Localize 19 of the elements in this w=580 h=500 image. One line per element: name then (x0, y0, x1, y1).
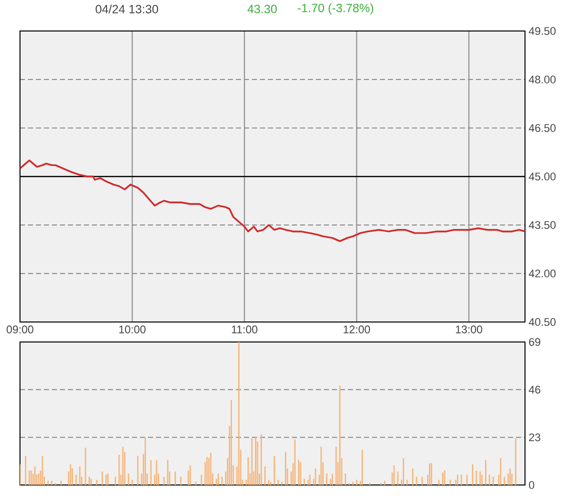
y-tick-label: 40.50 (528, 318, 556, 326)
y-tick-label: 49.50 (528, 27, 556, 35)
text: -1.70 (-3.78%) (298, 3, 374, 15)
y-tick-label: 43.50 (528, 221, 556, 229)
y-tick-label: 23 (529, 433, 540, 442)
y-tick-label: 0 (528, 481, 534, 489)
x-tick-label: 13:00 (456, 326, 482, 334)
x-tick-label: 12:00 (344, 326, 370, 334)
x-tick-label: 10:00 (119, 326, 146, 334)
y-tick-label: 46 (528, 386, 540, 394)
y-tick-label: 45.00 (528, 172, 556, 180)
y-tick-label: 69 (529, 338, 540, 346)
x-tick-label: 11:00 (232, 326, 258, 334)
x-tick-label: 09:00 (6, 326, 34, 334)
y-tick-label: 42.00 (528, 270, 556, 278)
chart-title: 04/24 13:30 (96, 4, 158, 14)
y-tick-label: 46.50 (528, 124, 556, 132)
y-tick-label: 48.00 (528, 76, 556, 84)
text: 43.30 (247, 4, 277, 14)
